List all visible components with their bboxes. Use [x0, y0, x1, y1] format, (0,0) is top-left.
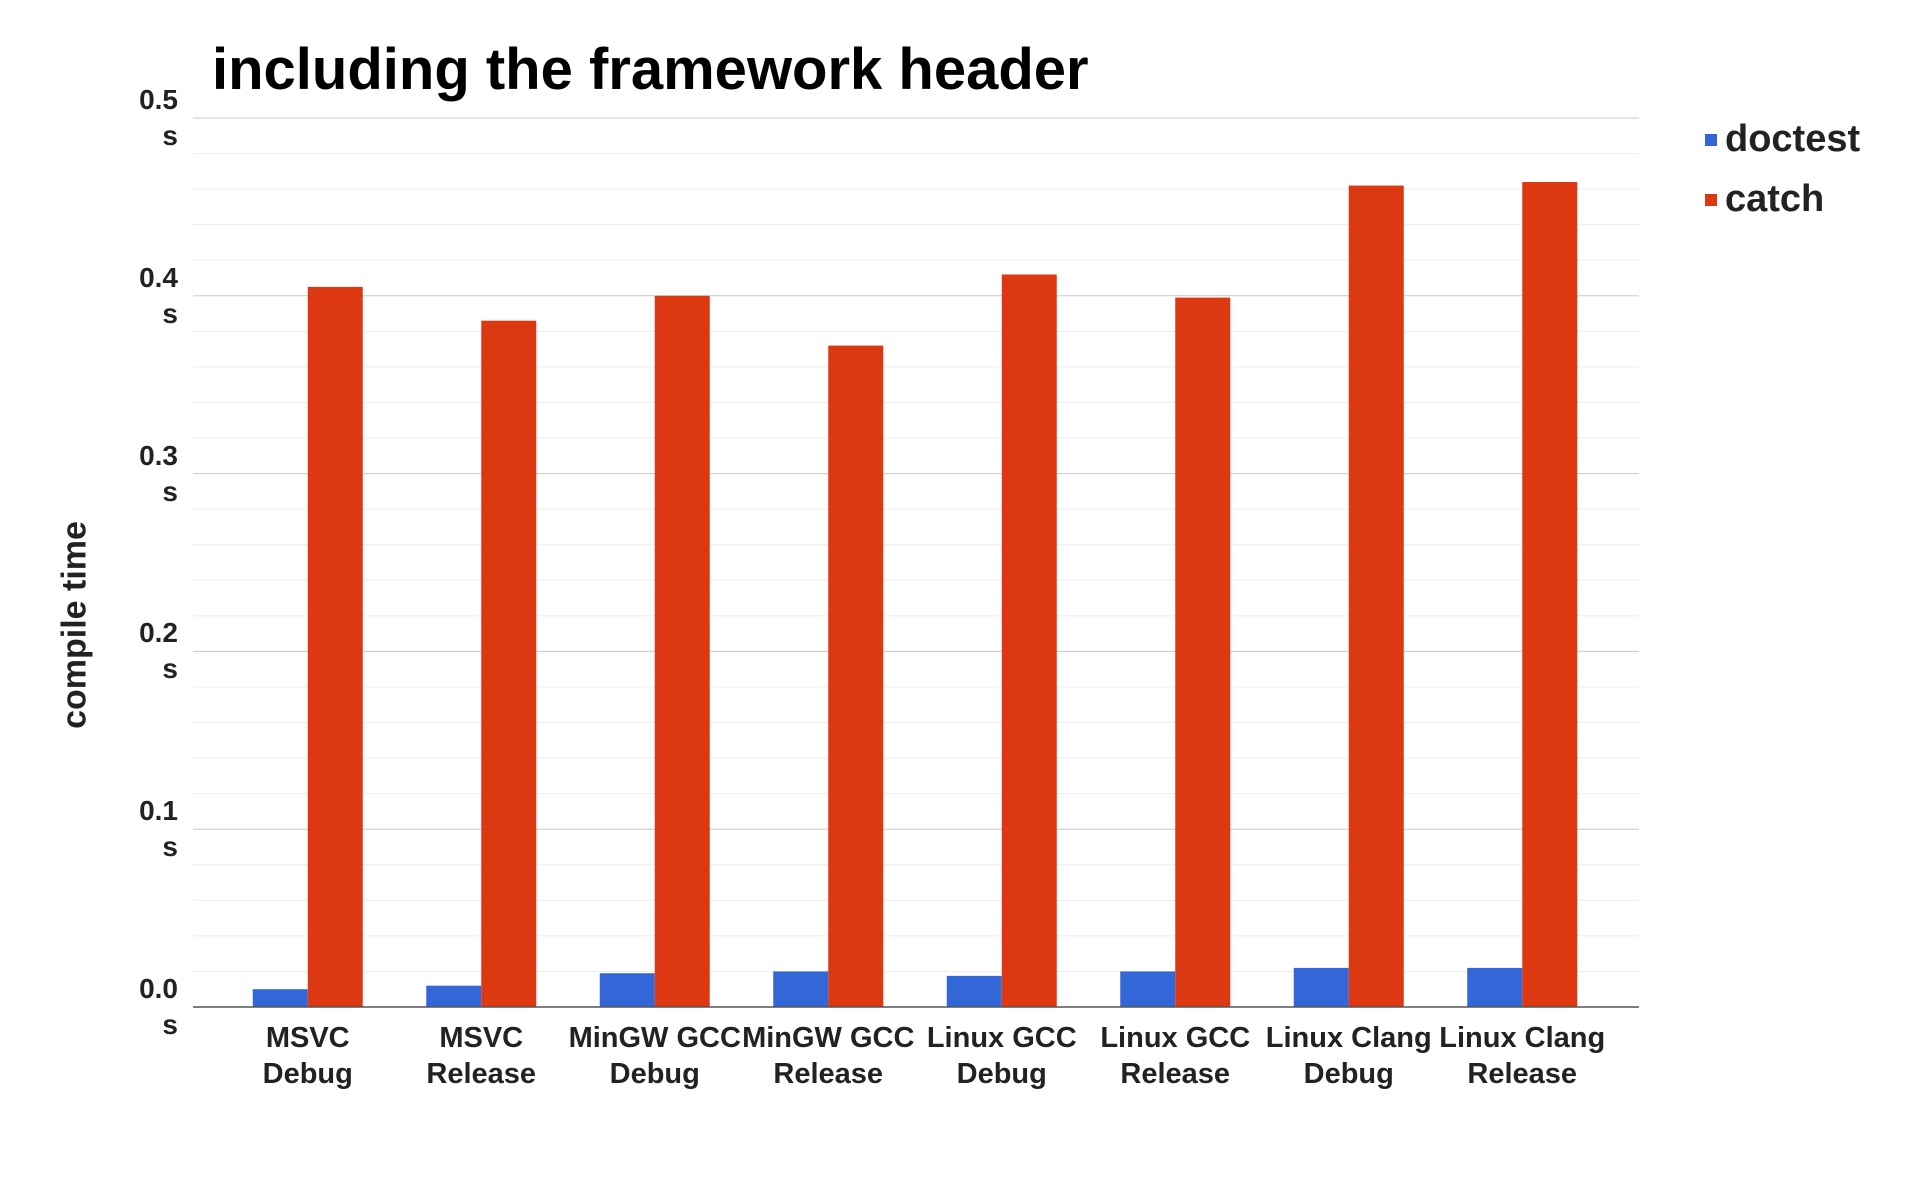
- x-tick-label: MinGW GCC Release: [742, 1022, 915, 1090]
- bar: [654, 295, 710, 1007]
- chart-title: including the framework header: [212, 37, 1089, 102]
- x-tick-label: Linux GCC Debug: [926, 1022, 1077, 1090]
- x-tick-label: Linux Clang Release: [1439, 1022, 1606, 1090]
- x-tick-label: Linux Clang Debug: [1265, 1022, 1432, 1090]
- legend-swatch: [1705, 133, 1717, 146]
- bar: [252, 989, 308, 1007]
- legend-swatch: [1705, 193, 1717, 206]
- legend-item: doctest: [1705, 118, 1860, 161]
- legend-item: catch: [1705, 178, 1824, 221]
- bar: [426, 985, 482, 1007]
- legend-label: catch: [1725, 178, 1825, 220]
- y-tick-label: 0.1 s: [139, 795, 178, 863]
- bar: [1348, 185, 1404, 1008]
- bar: [1522, 182, 1578, 1007]
- bar: [1120, 971, 1176, 1007]
- bar: [1175, 297, 1231, 1007]
- y-axis-title: compile time: [55, 521, 94, 729]
- y-tick-label: 0.0 s: [139, 973, 178, 1040]
- y-tick-label: 0.4 s: [139, 261, 178, 329]
- bar: [946, 975, 1002, 1007]
- bar: [1001, 274, 1057, 1007]
- x-tick-label: MinGW GCC Debug: [568, 1022, 741, 1090]
- y-tick-label: 0.5 s: [139, 84, 178, 151]
- bar: [1293, 967, 1349, 1007]
- bar: [599, 973, 655, 1007]
- x-tick-label: Linux GCC Release: [1100, 1022, 1251, 1090]
- bar: [1467, 967, 1523, 1007]
- bar: [773, 971, 829, 1007]
- bar: [307, 286, 363, 1007]
- bar: [481, 320, 537, 1007]
- y-tick-label: 0.2 s: [139, 617, 178, 685]
- x-tick-label: MSVC Release: [426, 1022, 537, 1090]
- y-tick-label: 0.3 s: [139, 439, 178, 507]
- bar: [828, 345, 884, 1008]
- x-tick-label: MSVC Debug: [262, 1022, 353, 1090]
- legend-label: doctest: [1725, 118, 1861, 160]
